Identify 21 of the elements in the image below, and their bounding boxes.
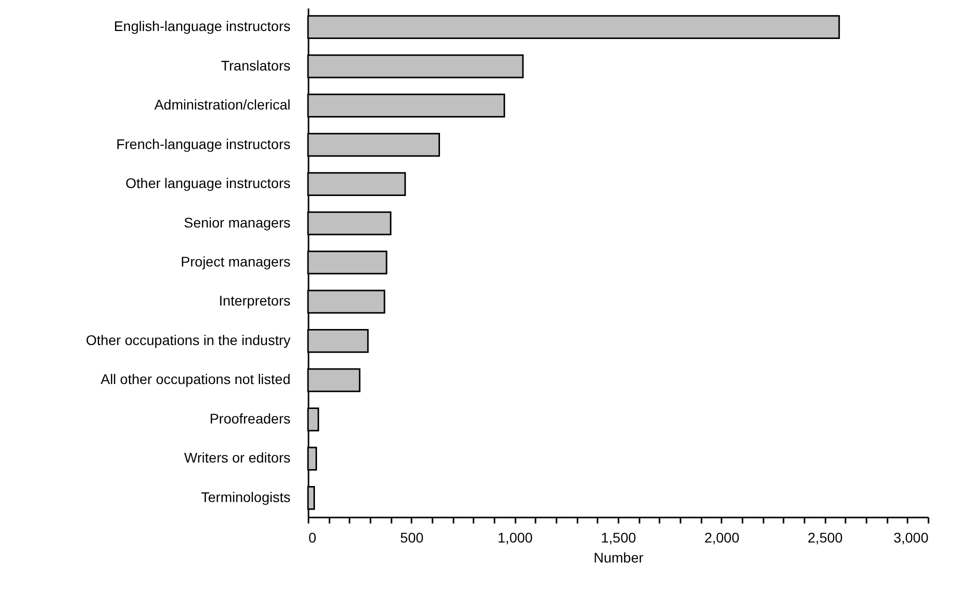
x-tick-label: 2,000 [704,530,740,546]
y-tick-label: Terminologists [201,488,290,505]
x-tick-label: 1,000 [498,530,533,546]
y-tick-label: Proofreaders [210,410,290,426]
y-tick-label: Translators [220,57,290,74]
x-tick-label: 0 [308,530,316,546]
y-tick-label: English-language instructors [114,18,290,34]
x-tick-label: 1,500 [600,530,636,546]
y-tick-label: Administration/clerical [154,96,290,113]
y-tick-label: Interpretors [218,292,290,309]
y-tick-label: Senior managers [184,214,290,230]
y-tick-label: French-language instructors [116,136,290,152]
x-tick-label: 3,000 [893,530,929,546]
y-tick-label: All other occupations not listed [100,371,290,388]
x-tick-label: 2,500 [808,530,843,546]
y-tick-label: Writers or editors [184,450,290,466]
y-tick-label: Project managers [180,254,290,270]
y-tick-label: Other occupations in the industry [86,332,290,348]
x-axis-title: Number [594,550,644,566]
y-tick-label: Other language instructors [126,175,290,192]
x-tick-label: 500 [400,530,424,546]
